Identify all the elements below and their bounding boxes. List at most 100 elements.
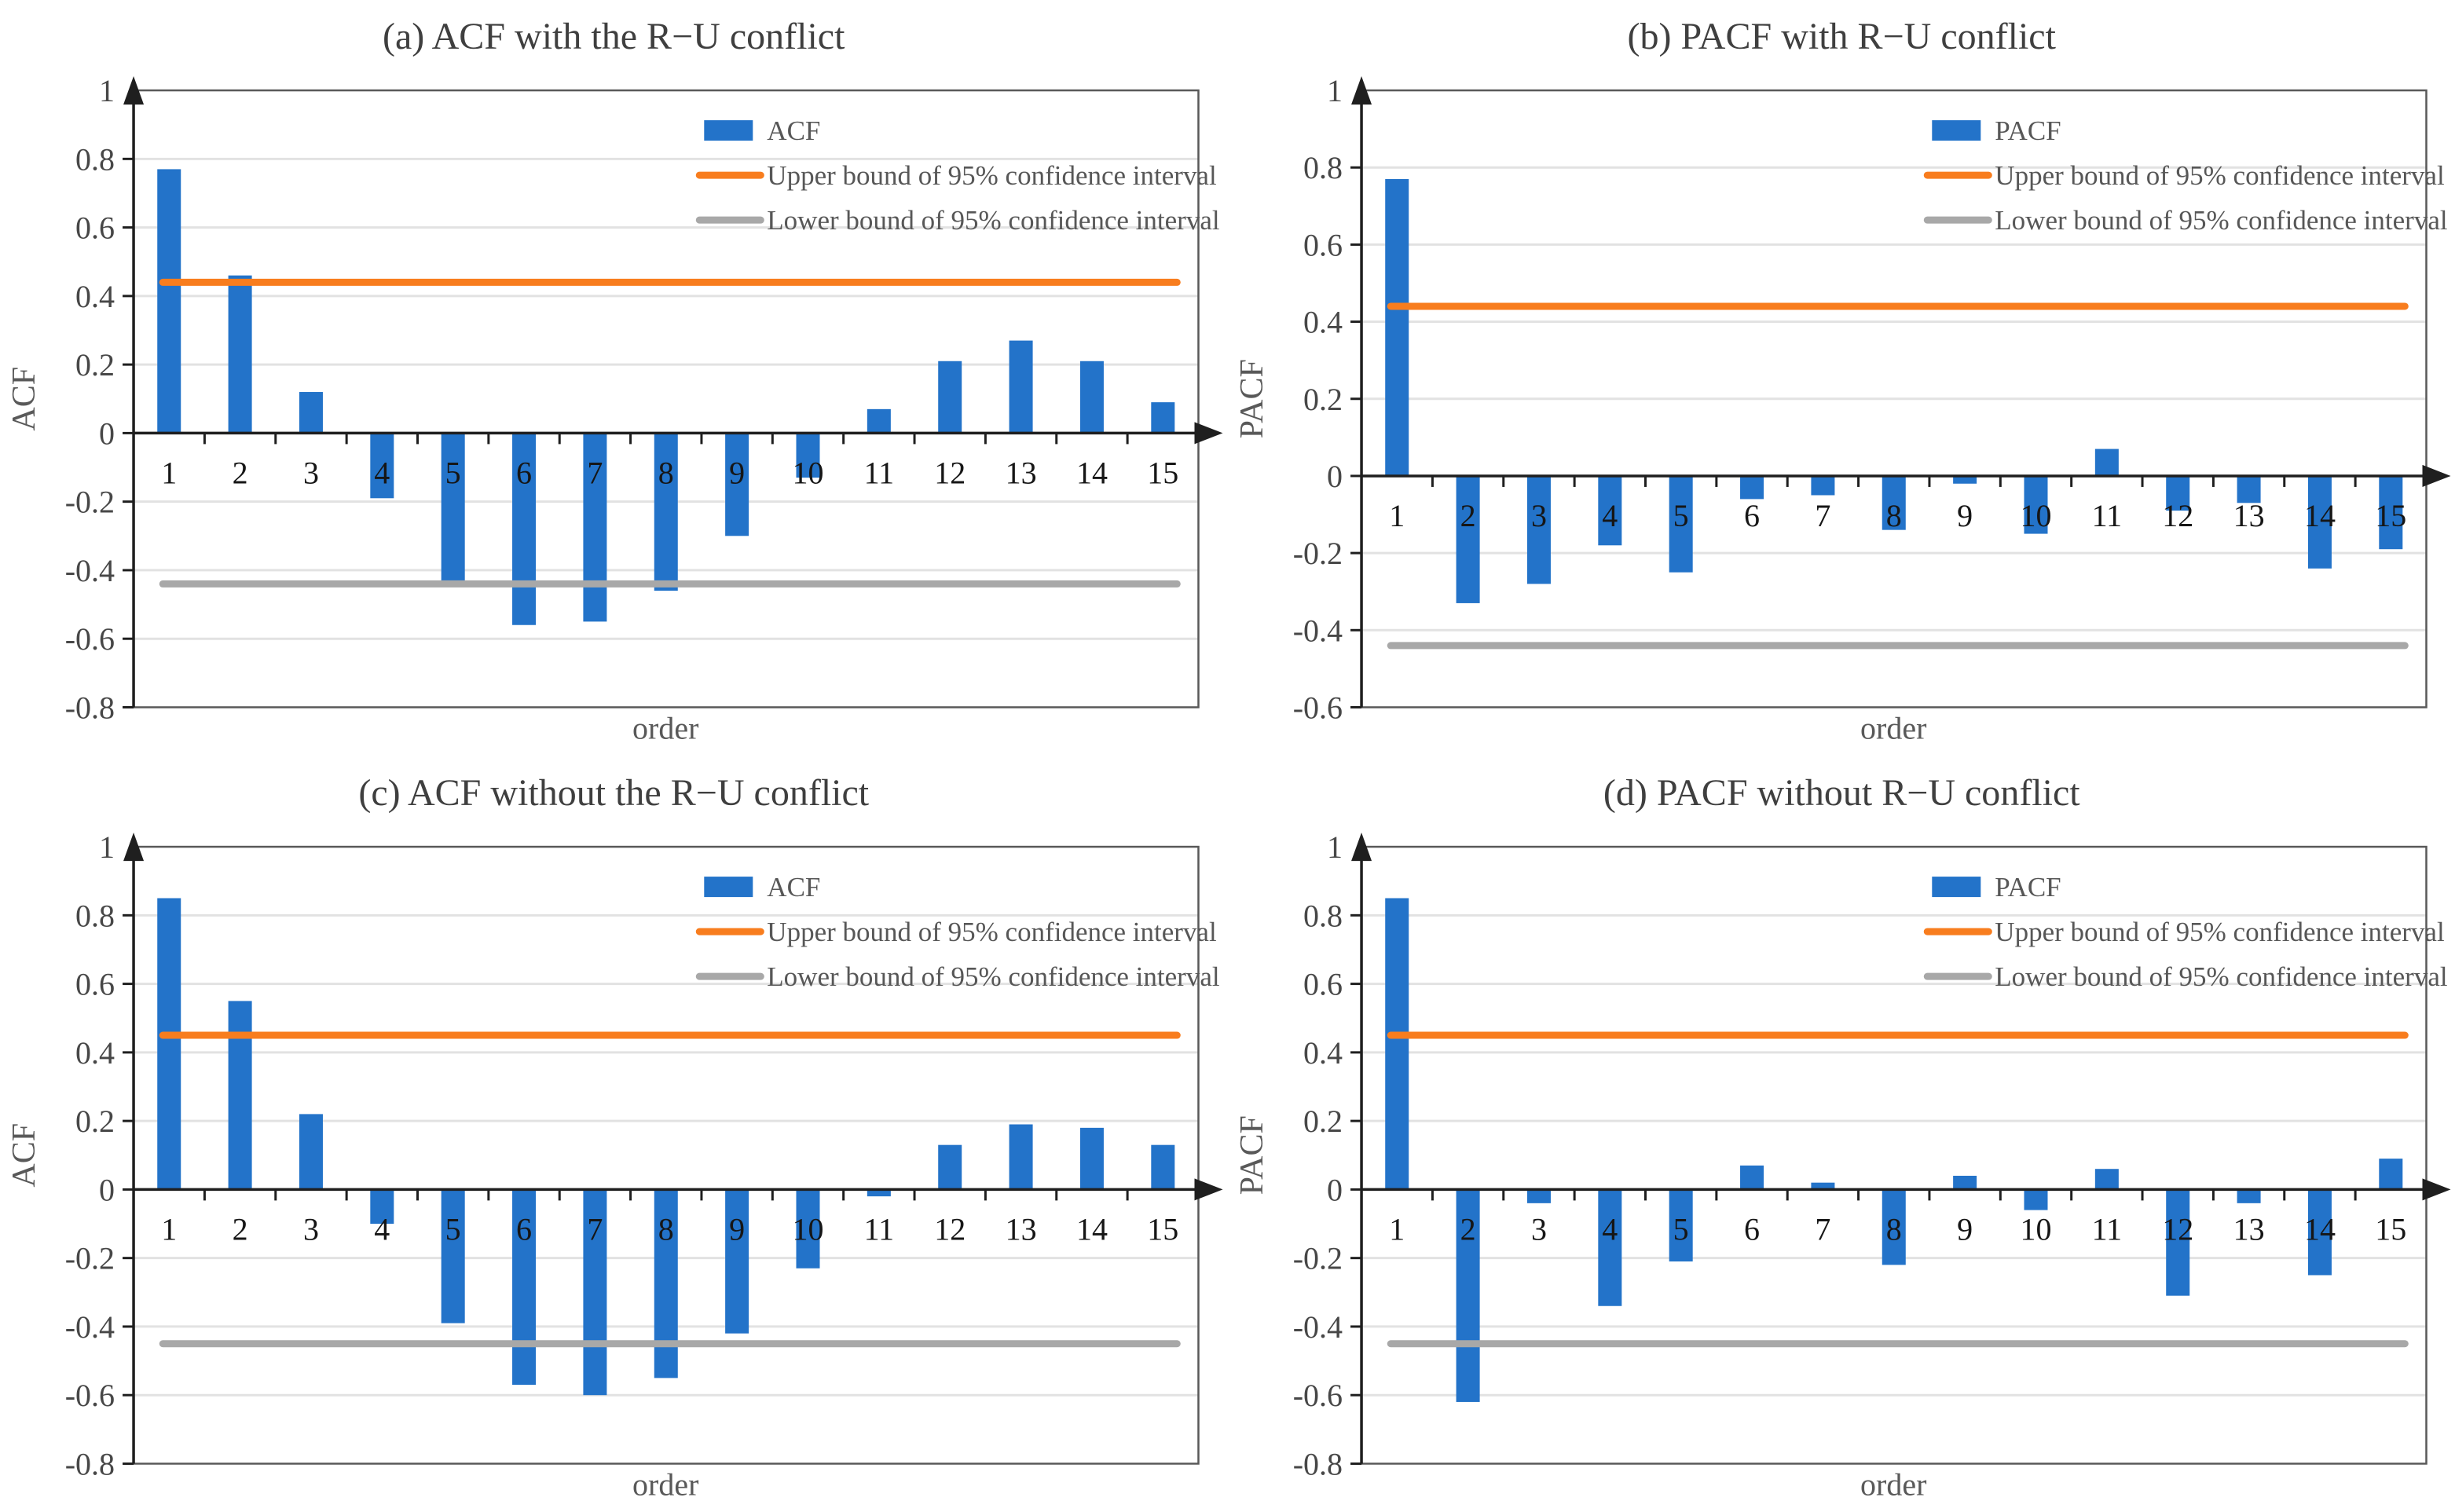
bar-order-2 [228, 275, 252, 434]
panel-d-pacf-without-conflict: (d) PACF without R−U conflict PACF order 1 2… [1228, 756, 2455, 1512]
x-tick-label: 6 [516, 1211, 532, 1247]
bar-order-9 [1952, 475, 1977, 484]
x-tick-label: 3 [1530, 498, 1546, 533]
bar-order-3 [1526, 1188, 1551, 1203]
y-tick-label: -0.2 [1292, 536, 1342, 571]
y-tick-label: -0.4 [1292, 1309, 1342, 1344]
bar-order-2 [228, 1000, 252, 1189]
panel-b-pacf-with-conflict: (b) PACF with R−U conflict PACF order 1 2 3 4 5… [1228, 0, 2455, 756]
y-tick-label: 0.6 [75, 211, 115, 246]
y-axis-title: PACF [1234, 1115, 1270, 1195]
legend: PACF Upper bound of 95% confidence interv… [1923, 872, 2448, 992]
x-tick-label: 12 [2162, 1211, 2193, 1247]
x-tick-label: 10 [2020, 1211, 2051, 1247]
bar-order-9 [1952, 1175, 1977, 1189]
bar-order-6 [512, 433, 537, 625]
x-tick-label: 8 [658, 455, 674, 490]
x-tick-label: 9 [1957, 498, 1973, 533]
bar-order-5 [1669, 1188, 1693, 1261]
y-tick-label: 0.4 [75, 279, 115, 314]
x-tick-label: 5 [1673, 498, 1688, 533]
x-tick-label: 9 [1957, 1211, 1973, 1247]
bar-order-5 [441, 1188, 465, 1323]
panel-title: (a) ACF with the R−U conflict [383, 16, 845, 57]
y-tick-label: 0.8 [75, 141, 115, 177]
bar-order-11 [867, 1188, 891, 1196]
bar-order-11 [867, 408, 891, 434]
x-tick-label: 14 [1076, 1211, 1108, 1247]
panel-title: (b) PACF with R−U conflict [1627, 16, 2056, 57]
legend-swatch-series [704, 876, 753, 897]
bar-order-7 [583, 1188, 607, 1395]
x-tick-label: 7 [1815, 498, 1830, 533]
y-tick-label: -0.6 [65, 1378, 115, 1413]
x-tick-label: 3 [1530, 1211, 1546, 1247]
x-tick-label: 9 [729, 455, 745, 490]
bar-order-5 [1669, 475, 1693, 573]
legend-label: ACF [767, 115, 820, 146]
y-tick-label: -0.4 [65, 553, 115, 588]
bar-order-1 [1384, 178, 1409, 476]
bar-order-12 [938, 1144, 962, 1189]
y-tick-label: 0.4 [75, 1034, 115, 1070]
legend-label: PACF [1995, 115, 2061, 146]
bar-order-4 [1597, 1188, 1621, 1306]
y-tick-label: 0.8 [1303, 150, 1343, 185]
x-tick-label: 9 [729, 1211, 745, 1247]
x-tick-label: 8 [1885, 1211, 1901, 1247]
bar-order-11 [2094, 448, 2119, 476]
x-tick-label: 11 [864, 1211, 895, 1247]
x-tick-label: 11 [2091, 1211, 2122, 1247]
y-tick-label: -0.6 [1292, 1378, 1342, 1413]
legend-label: Lower bound of 95% confidence interval [767, 961, 1220, 992]
y-axis-arrow [1350, 832, 1372, 861]
bar-order-6 [1739, 475, 1764, 500]
x-tick-label: 2 [233, 1211, 248, 1247]
y-axis-arrow [1350, 76, 1372, 105]
x-tick-label: 6 [516, 455, 532, 490]
legend-label: Lower bound of 95% confidence interval [1995, 205, 2448, 236]
y-tick-label: 0.6 [75, 966, 115, 1001]
x-tick-label: 4 [1602, 1211, 1618, 1247]
bar-order-3 [299, 1113, 323, 1189]
x-tick-label: 15 [2375, 1211, 2406, 1247]
y-tick-label: 0.6 [1303, 966, 1343, 1001]
bar-order-14 [1079, 1127, 1104, 1189]
x-tick-label: 5 [1673, 1211, 1688, 1247]
x-tick-label: 10 [2020, 498, 2051, 533]
legend-label: Lower bound of 95% confidence interval [1995, 961, 2448, 992]
bar-order-1 [157, 898, 181, 1189]
x-tick-label: 13 [1006, 1211, 1037, 1247]
x-tick-label: 10 [792, 455, 823, 490]
x-tick-label: 12 [934, 455, 966, 490]
bar-order-15 [2378, 1158, 2402, 1189]
bar-order-7 [1810, 475, 1834, 496]
bar-order-11 [2094, 1168, 2119, 1189]
x-tick-label: 4 [374, 1211, 390, 1247]
y-tick-label: 0.4 [1303, 1034, 1343, 1070]
legend: ACF Upper bound of 95% confidence interva… [695, 872, 1220, 992]
bar-order-4 [1597, 475, 1621, 546]
bar-order-14 [2307, 475, 2332, 569]
x-tick-label: 15 [2375, 498, 2406, 533]
y-tick-label: 0.2 [75, 1104, 115, 1139]
y-tick-label: 1 [99, 829, 115, 865]
y-tick-label: -0.8 [65, 690, 115, 725]
x-tick-label: 7 [587, 455, 603, 490]
y-tick-label: -0.2 [65, 485, 115, 520]
x-tick-label: 14 [1076, 455, 1108, 490]
bar-order-2 [1456, 1188, 1480, 1402]
bar-order-6 [512, 1188, 537, 1385]
x-tick-label: 12 [2162, 498, 2193, 533]
x-tick-label: 1 [161, 1211, 177, 1247]
bar-order-6 [1739, 1165, 1764, 1189]
legend-label: PACF [1995, 872, 2061, 902]
x-tick-label: 7 [587, 1211, 603, 1247]
x-tick-label: 14 [2303, 1211, 2335, 1247]
legend-label: Upper bound of 95% confidence interval [767, 917, 1217, 947]
x-axis-title: order [632, 710, 698, 745]
legend-label: Upper bound of 95% confidence interval [1995, 160, 2445, 191]
x-tick-label: 2 [1460, 498, 1475, 533]
